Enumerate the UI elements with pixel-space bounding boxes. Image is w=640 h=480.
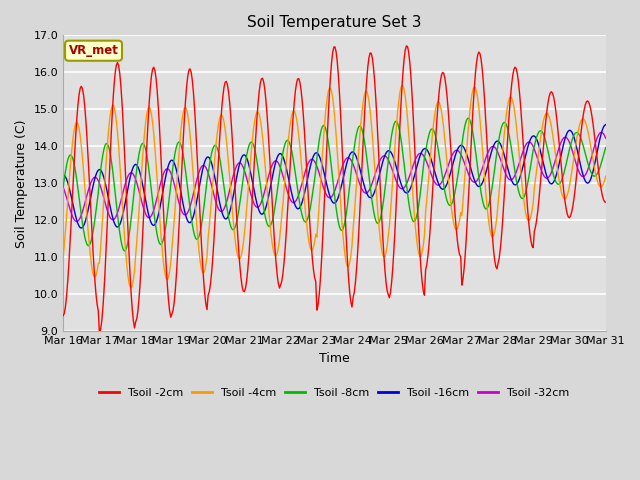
X-axis label: Time: Time (319, 352, 350, 365)
Y-axis label: Soil Temperature (C): Soil Temperature (C) (15, 119, 28, 248)
Text: VR_met: VR_met (68, 44, 118, 57)
Title: Soil Temperature Set 3: Soil Temperature Set 3 (247, 15, 422, 30)
Legend: Tsoil -2cm, Tsoil -4cm, Tsoil -8cm, Tsoil -16cm, Tsoil -32cm: Tsoil -2cm, Tsoil -4cm, Tsoil -8cm, Tsoi… (95, 384, 574, 403)
